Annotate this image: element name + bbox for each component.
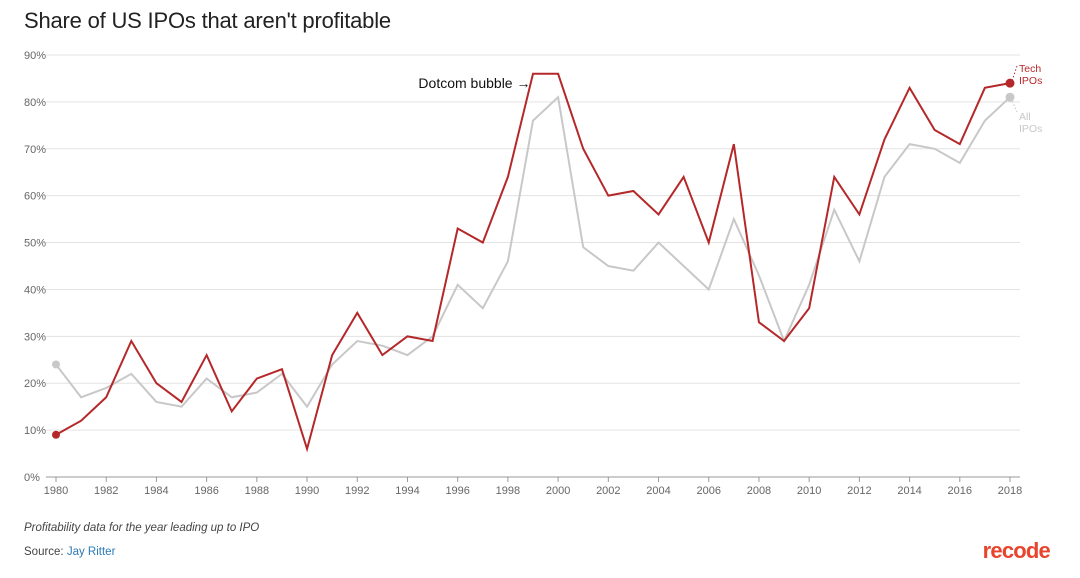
x-tick-label: 1988 xyxy=(245,485,269,497)
source-line: Source: Jay Ritter xyxy=(24,546,115,558)
y-tick-label: 30% xyxy=(24,331,46,343)
all-ipos-end-label: All IPOs xyxy=(1019,111,1042,135)
dotcom-annotation: Dotcom bubble → xyxy=(418,75,530,91)
x-tick-label: 2010 xyxy=(797,485,821,497)
x-tick-label: 1980 xyxy=(44,485,68,497)
y-axis-ticks: 0% 10% 20% 30% 40% 50% 60% 70% 80% 90% xyxy=(24,50,46,484)
x-tick-label: 2012 xyxy=(847,485,871,497)
tech-ipos-end-point xyxy=(1005,78,1015,88)
recode-logo: recode xyxy=(982,538,1051,563)
x-tick-label: 2008 xyxy=(747,485,771,497)
x-tick-label: 2016 xyxy=(948,485,972,497)
y-tick-label: 80% xyxy=(24,97,46,109)
series-lines xyxy=(52,72,1015,453)
x-tick-label: 1998 xyxy=(496,485,520,497)
all-ipos-line xyxy=(55,95,1011,409)
x-tick-label: 1986 xyxy=(194,485,218,497)
x-tick-label: 1990 xyxy=(295,485,319,497)
source-link[interactable]: Jay Ritter xyxy=(66,546,116,558)
x-tick-label: 2018 xyxy=(998,485,1022,497)
y-tick-label: 50% xyxy=(24,238,46,250)
x-tick-label: 1994 xyxy=(395,485,419,497)
tech-ipos-start-point xyxy=(52,430,60,439)
x-tick-label: 2006 xyxy=(696,485,720,497)
x-tick-label: 2000 xyxy=(546,485,570,497)
x-tick-label: 2002 xyxy=(596,485,620,497)
source-prefix: Source: xyxy=(24,546,67,558)
y-tick-label: 40% xyxy=(24,284,46,296)
x-tick-label: 2004 xyxy=(646,485,670,497)
gridlines xyxy=(46,54,1020,478)
x-tick-label: 1982 xyxy=(94,485,118,497)
x-tick-label: 1996 xyxy=(445,485,469,497)
y-tick-label: 90% xyxy=(24,50,46,62)
x-tick-label: 1992 xyxy=(345,485,369,497)
all-ipos-start-point xyxy=(52,360,60,369)
y-tick-label: 60% xyxy=(24,191,46,203)
y-tick-label: 0% xyxy=(24,472,40,484)
tech-ipos-line xyxy=(55,72,1011,453)
tech-ipos-end-label: Tech IPOs xyxy=(1019,63,1042,87)
x-tick-label: 2014 xyxy=(897,485,921,497)
all-ipos-end-point xyxy=(1005,92,1015,102)
x-tick-label: 1984 xyxy=(144,485,168,497)
y-tick-label: 70% xyxy=(24,144,46,156)
annotations: All IPOs Tech IPOs Dotcom bubble → xyxy=(418,63,1042,135)
x-axis-ticks: 1980 1982 1984 1986 1988 1990 1992 1994 1996 1998… xyxy=(44,477,1022,497)
all-ipos-label-leader xyxy=(1010,97,1018,113)
footnote: Profitability data for the year leading … xyxy=(24,522,260,534)
chart-title: Share of US IPOs that aren't profitable xyxy=(24,8,391,33)
y-tick-label: 20% xyxy=(24,378,46,390)
y-tick-label: 10% xyxy=(24,425,46,437)
